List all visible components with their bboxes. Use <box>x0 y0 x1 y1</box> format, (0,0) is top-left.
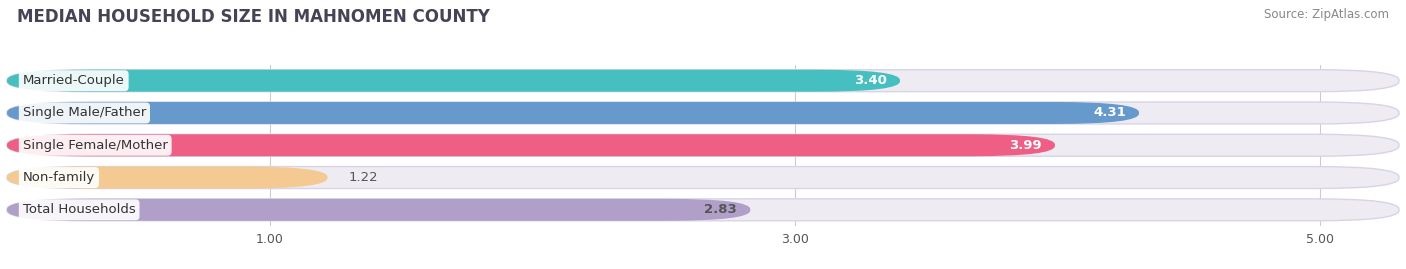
FancyBboxPatch shape <box>7 199 1399 221</box>
Text: 1.22: 1.22 <box>349 171 378 184</box>
FancyBboxPatch shape <box>7 167 1399 189</box>
FancyBboxPatch shape <box>7 167 328 189</box>
Text: 4.31: 4.31 <box>1092 107 1126 119</box>
Text: Total Households: Total Households <box>22 203 135 216</box>
Text: Single Male/Father: Single Male/Father <box>22 107 146 119</box>
FancyBboxPatch shape <box>7 134 1399 156</box>
FancyBboxPatch shape <box>7 134 1054 156</box>
Text: Source: ZipAtlas.com: Source: ZipAtlas.com <box>1264 8 1389 21</box>
FancyBboxPatch shape <box>7 102 1139 124</box>
FancyBboxPatch shape <box>7 70 900 92</box>
Text: 3.40: 3.40 <box>853 74 887 87</box>
FancyBboxPatch shape <box>7 70 1399 92</box>
Text: Married-Couple: Married-Couple <box>22 74 125 87</box>
Text: Single Female/Mother: Single Female/Mother <box>22 139 167 152</box>
Text: 3.99: 3.99 <box>1010 139 1042 152</box>
Text: 2.83: 2.83 <box>704 203 737 216</box>
Text: MEDIAN HOUSEHOLD SIZE IN MAHNOMEN COUNTY: MEDIAN HOUSEHOLD SIZE IN MAHNOMEN COUNTY <box>17 8 489 26</box>
Text: Non-family: Non-family <box>22 171 96 184</box>
FancyBboxPatch shape <box>7 199 751 221</box>
FancyBboxPatch shape <box>7 102 1399 124</box>
